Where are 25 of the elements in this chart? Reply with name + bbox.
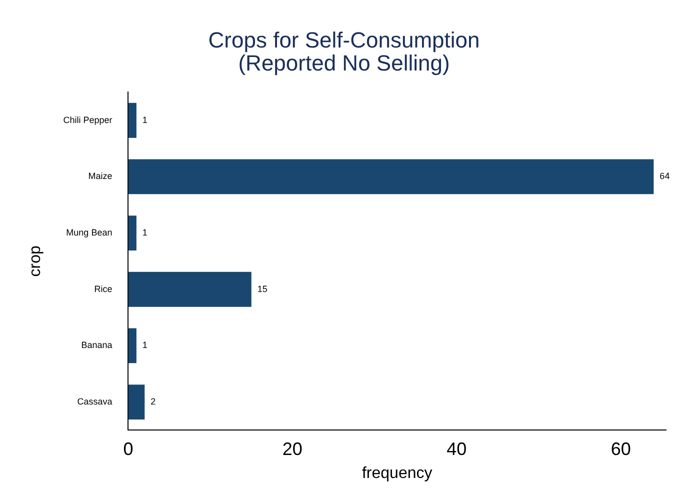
y-tick-label: Rice <box>94 284 112 294</box>
x-tick-label: 20 <box>282 438 302 459</box>
bar <box>128 216 136 250</box>
x-tick-label: 60 <box>610 438 631 459</box>
bar <box>128 328 136 364</box>
y-tick-label: Banana <box>81 340 112 350</box>
chart-title: Crops for Self-Consumption (Reported No Selling) <box>208 28 480 76</box>
x-tick-label: 0 <box>123 438 134 459</box>
data-label: 64 <box>660 171 670 182</box>
data-label: 1 <box>142 228 148 238</box>
data-label: 2 <box>150 396 156 407</box>
y-tick-label: Maize <box>88 171 112 182</box>
y-tick-label: Mung Bean <box>66 228 112 238</box>
data-label: 1 <box>142 340 148 350</box>
x-tick-label: 40 <box>446 438 467 459</box>
y-tick-label: Chili Pepper <box>63 114 112 125</box>
bar <box>128 272 252 307</box>
bar <box>128 384 145 420</box>
x-axis-title: frequency <box>362 464 432 482</box>
y-tick-label: Cassava <box>77 396 112 407</box>
bar <box>128 102 136 138</box>
y-axis-title: crop <box>27 246 44 277</box>
bar <box>128 159 654 194</box>
data-label: 15 <box>257 284 268 294</box>
data-label: 1 <box>142 114 148 125</box>
